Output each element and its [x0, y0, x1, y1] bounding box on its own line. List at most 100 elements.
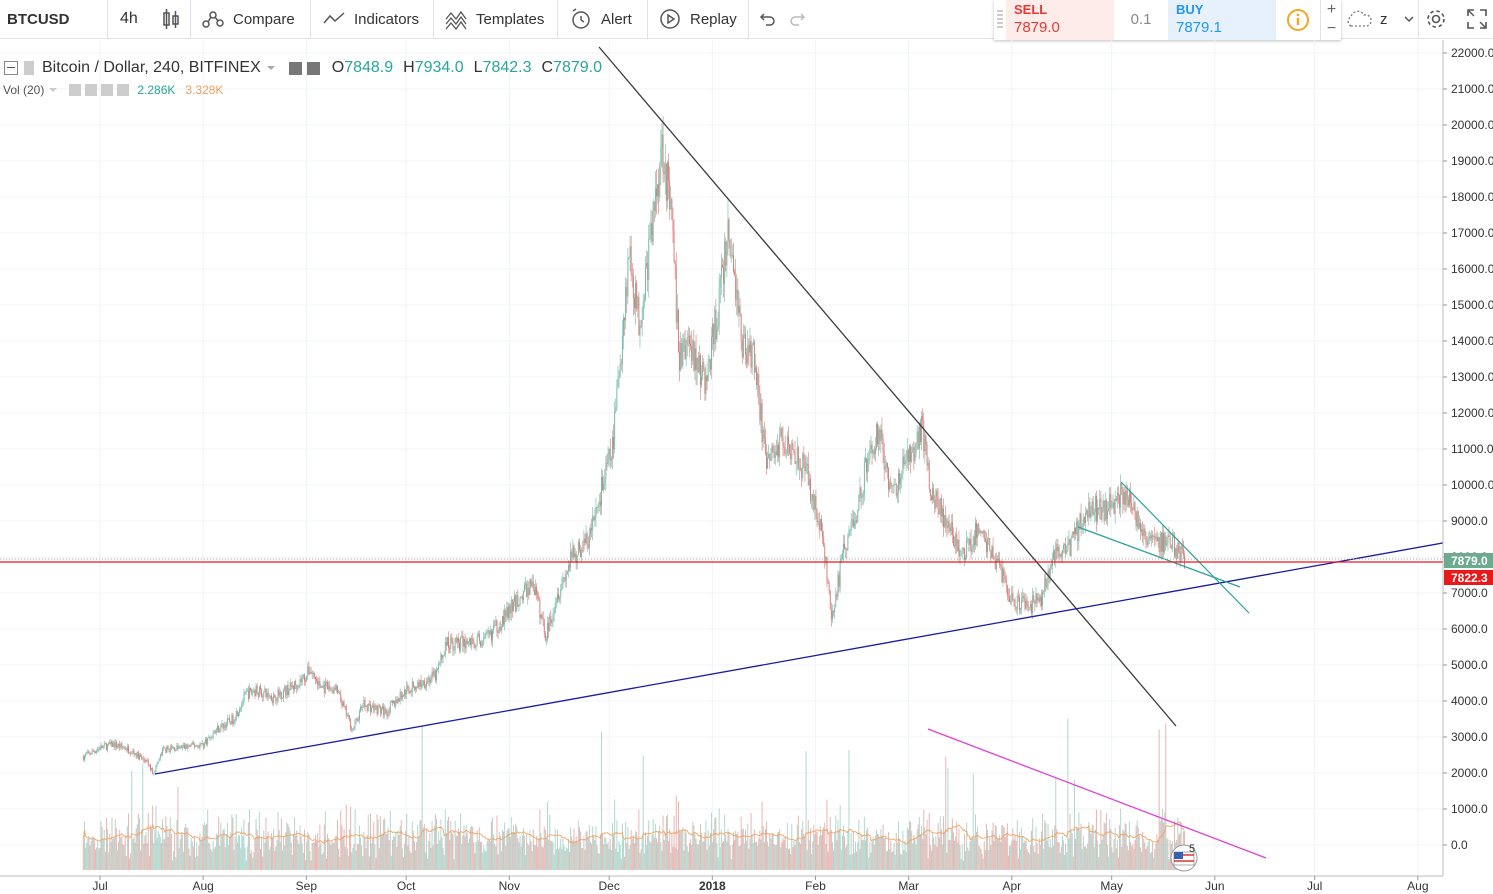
candle-body	[1100, 498, 1102, 520]
volume-bar	[1039, 844, 1041, 870]
collapse-icon[interactable]	[4, 61, 18, 75]
candle-body	[690, 343, 692, 346]
candle-body	[216, 730, 217, 733]
candle-body	[652, 202, 654, 242]
templates-icon	[445, 10, 467, 31]
candle-body	[1178, 542, 1180, 553]
fullscreen-button[interactable]	[1466, 0, 1488, 38]
candle-body	[108, 742, 110, 745]
indicators-button[interactable]: Indicators	[322, 0, 419, 38]
compare-label: Compare	[233, 10, 295, 28]
candle-body	[866, 458, 868, 473]
volume-bar	[685, 832, 687, 870]
volume-bar	[618, 840, 620, 870]
plus-icon[interactable]	[101, 84, 114, 96]
volume-bar	[947, 767, 949, 870]
volume-bar	[993, 840, 995, 870]
candle-body	[1001, 566, 1003, 583]
settings-small-icon[interactable]	[306, 61, 320, 75]
settings-small-icon[interactable]	[85, 84, 98, 96]
caret-down-icon[interactable]	[265, 62, 277, 74]
candle-body	[122, 746, 124, 748]
volume-bar	[219, 845, 221, 870]
layout-menu[interactable]: z	[1345, 0, 1416, 38]
candle-body	[701, 376, 703, 385]
volume-bar	[911, 830, 913, 870]
minus-icon[interactable]: −	[1326, 20, 1337, 37]
volume-bar	[446, 820, 448, 870]
volume-bar	[168, 829, 170, 870]
settings-button[interactable]	[1424, 0, 1448, 38]
volume-bar	[515, 823, 517, 870]
candle-body	[572, 545, 574, 558]
volume-bar	[684, 829, 686, 870]
volume-bar	[1047, 824, 1049, 870]
drag-handle-icon[interactable]	[997, 10, 1003, 30]
plus-icon[interactable]: +	[1326, 1, 1337, 18]
volume-bar	[599, 834, 601, 870]
symbol-search[interactable]: BTCUSD	[7, 0, 70, 38]
candle-body	[850, 521, 852, 531]
volume-bar	[342, 836, 344, 870]
candle-body	[1110, 493, 1112, 508]
alert-button[interactable]: Alert	[569, 0, 632, 38]
candle-body	[1171, 536, 1173, 549]
candle-body	[580, 549, 582, 558]
volume-bar	[178, 848, 180, 870]
redo-button[interactable]	[788, 0, 808, 38]
volume-bar	[665, 816, 667, 870]
volume-bar	[188, 848, 190, 870]
eye-icon[interactable]	[288, 61, 302, 75]
volume-bar	[856, 851, 858, 870]
candle-body	[257, 693, 259, 697]
candle-body	[822, 531, 824, 538]
volume-bar	[1155, 843, 1157, 870]
candle-body	[1141, 529, 1143, 532]
volume-bar	[331, 841, 333, 870]
time-tick-label: Dec	[598, 879, 619, 893]
templates-button[interactable]: Templates	[444, 0, 544, 38]
volume-bar	[858, 819, 860, 870]
volume-bar	[734, 840, 736, 870]
candle-body	[1022, 595, 1024, 599]
candle-body	[626, 287, 628, 297]
buy-button[interactable]: BUY 7879.1	[1168, 0, 1276, 40]
candle-body	[154, 771, 156, 774]
candle-body	[82, 756, 84, 761]
candle-body	[988, 538, 990, 540]
candle-body	[692, 340, 694, 361]
candle-body	[660, 147, 662, 167]
volume-bar	[1160, 818, 1162, 870]
close-icon[interactable]	[117, 84, 130, 96]
series-title[interactable]: Bitcoin / Dollar, 240, BITFINEX	[42, 59, 261, 76]
info-button[interactable]	[1280, 0, 1316, 40]
undo-button[interactable]	[757, 0, 777, 38]
volume-bar	[1099, 844, 1101, 870]
caret-down-icon[interactable]	[47, 84, 59, 96]
volume-bar	[411, 821, 413, 870]
interval-button[interactable]: 4h	[120, 0, 138, 38]
candle-body	[803, 453, 805, 459]
candle-body	[467, 641, 469, 644]
replay-button[interactable]: Replay	[658, 0, 737, 38]
candle-body	[1092, 501, 1094, 515]
chart-style-button[interactable]	[160, 0, 182, 38]
sell-button[interactable]: SELL 7879.0	[1006, 0, 1114, 40]
eye-icon[interactable]	[69, 84, 82, 96]
volume-title[interactable]: Vol (20)	[3, 83, 45, 97]
volume-bar	[536, 836, 538, 870]
volume-bar	[776, 832, 778, 870]
volume-bar	[630, 830, 632, 870]
volume-bar	[837, 820, 839, 870]
volume-bar	[256, 829, 258, 870]
candle-body	[847, 537, 849, 551]
candle-body	[1038, 597, 1040, 602]
volume-bar	[453, 859, 455, 870]
candle-body	[1156, 536, 1158, 541]
candle-body	[561, 584, 563, 590]
compare-button[interactable]: Compare	[201, 0, 295, 38]
candle-body	[778, 444, 780, 458]
candle-body	[217, 726, 219, 731]
economic-event-badge[interactable]: 5	[1170, 843, 1198, 872]
